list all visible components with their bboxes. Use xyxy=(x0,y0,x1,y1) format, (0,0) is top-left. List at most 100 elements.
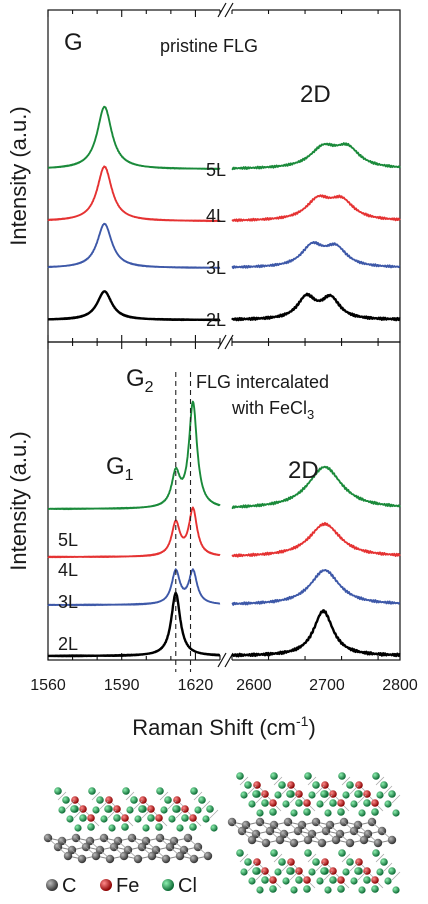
bond xyxy=(255,794,265,804)
bond xyxy=(307,776,317,786)
bond xyxy=(175,809,185,819)
top-panel-title: pristine FLG xyxy=(160,36,258,56)
bond xyxy=(357,871,367,881)
bond xyxy=(255,871,265,881)
chlorine-atom xyxy=(278,781,286,789)
iron-atom xyxy=(269,799,277,807)
chlorine-atom xyxy=(190,787,198,795)
chlorine-atom xyxy=(113,814,121,822)
iron-atom xyxy=(121,814,129,822)
x-tick-label: 2700 xyxy=(309,677,345,694)
bond xyxy=(281,785,291,795)
bond xyxy=(141,809,151,819)
bond xyxy=(281,862,291,872)
chlorine-atom xyxy=(181,814,189,822)
chlorine-atom xyxy=(308,791,316,799)
chlorine-atom xyxy=(372,772,380,780)
axis-break-top xyxy=(217,2,234,18)
iron-atom xyxy=(269,876,277,884)
chlorine-atom xyxy=(290,886,298,894)
x-tick-label: 2800 xyxy=(382,677,418,694)
spectrum-pristine-2L-seg0 xyxy=(47,290,221,322)
bond xyxy=(383,785,393,795)
chlorine-atom xyxy=(371,808,379,816)
chlorine-atom xyxy=(342,791,350,799)
chlorine-atom xyxy=(295,799,303,807)
chlorine-atom xyxy=(376,868,384,876)
carbon-atom xyxy=(247,835,257,845)
bottom-panel-title-line1: FLG intercalated xyxy=(196,372,329,392)
carbon-atom xyxy=(373,838,383,848)
chlorine-atom xyxy=(342,868,350,876)
spectrum-pristine-2L-seg1 xyxy=(231,292,401,322)
carbon-atom xyxy=(345,838,355,848)
bond xyxy=(73,809,83,819)
bond xyxy=(99,800,109,810)
chlorine-atom xyxy=(286,790,294,798)
chlorine-atom xyxy=(108,824,116,832)
chlorine-atom xyxy=(122,787,130,795)
bond xyxy=(159,791,169,801)
chlorine-atom xyxy=(88,787,96,795)
bond xyxy=(125,791,135,801)
chlorine-atom xyxy=(388,867,396,875)
chlorine-atom xyxy=(155,823,163,831)
chlorine-atom xyxy=(189,823,197,831)
bond xyxy=(391,794,401,804)
spectrum-pristine-4L-seg1 xyxy=(231,194,401,223)
chlorine-atom xyxy=(329,876,337,884)
bond xyxy=(239,853,249,863)
carbon-atom xyxy=(105,854,115,864)
bond xyxy=(383,862,393,872)
chlorine-atom xyxy=(350,800,358,808)
chlorine-atom xyxy=(236,772,244,780)
chlorine-atom xyxy=(274,791,282,799)
chlorine-atom xyxy=(384,877,392,885)
chlorine-atom xyxy=(320,867,328,875)
chlorine-atom xyxy=(269,808,277,816)
bond xyxy=(273,776,283,786)
carbon-atom xyxy=(175,851,185,861)
chlorine-atom xyxy=(278,858,286,866)
chlorine-atom xyxy=(168,815,176,823)
chlorine-atom xyxy=(358,809,366,817)
chlorine-atom xyxy=(304,849,312,857)
spectrum-pristine-5L-seg1 xyxy=(231,142,401,171)
chlorine-atom xyxy=(236,849,244,857)
spectrum-intercalated-2L-seg0 xyxy=(47,591,221,658)
chlorine-atom xyxy=(240,868,248,876)
bond xyxy=(273,853,283,863)
chlorine-atom xyxy=(156,787,164,795)
x-tick-label: 1590 xyxy=(104,677,140,694)
spectrum-intercalated-5L-seg1 xyxy=(231,465,401,510)
chlorine-atom xyxy=(270,849,278,857)
top-ylabel: Intensity (a.u.) xyxy=(6,106,31,245)
bottom-layer-label-2l: 2L xyxy=(58,634,78,654)
carbon-atom xyxy=(275,835,285,845)
bond xyxy=(323,794,333,804)
chlorine-atom xyxy=(202,815,210,823)
spectrum-intercalated-4L-seg0 xyxy=(47,506,221,559)
chlorine-atom xyxy=(286,867,294,875)
chlorine-atom xyxy=(126,806,134,814)
bond xyxy=(247,785,257,795)
bottom-layer-label-5l: 5L xyxy=(58,530,78,550)
chlorine-atom xyxy=(261,799,269,807)
chlorine-atom xyxy=(324,886,332,894)
bottom-peak-label-g2: G2 xyxy=(126,365,154,396)
bond xyxy=(239,776,249,786)
top-layer-label-2l: 2L xyxy=(206,310,226,330)
x-axis-label: Raman Shift (cm-1) xyxy=(132,713,316,740)
iron-atom xyxy=(189,814,197,822)
bond xyxy=(247,862,257,872)
bond xyxy=(315,785,325,795)
chlorine-atom xyxy=(392,809,400,817)
top-peak-label-g: G xyxy=(64,29,83,56)
x-tick-label: 1560 xyxy=(30,677,66,694)
chlorine-atom xyxy=(303,885,311,893)
chlorine-atom xyxy=(172,805,180,813)
carbon-atom xyxy=(161,854,171,864)
carbon-atom xyxy=(261,838,271,848)
chlorine-atom xyxy=(252,867,260,875)
